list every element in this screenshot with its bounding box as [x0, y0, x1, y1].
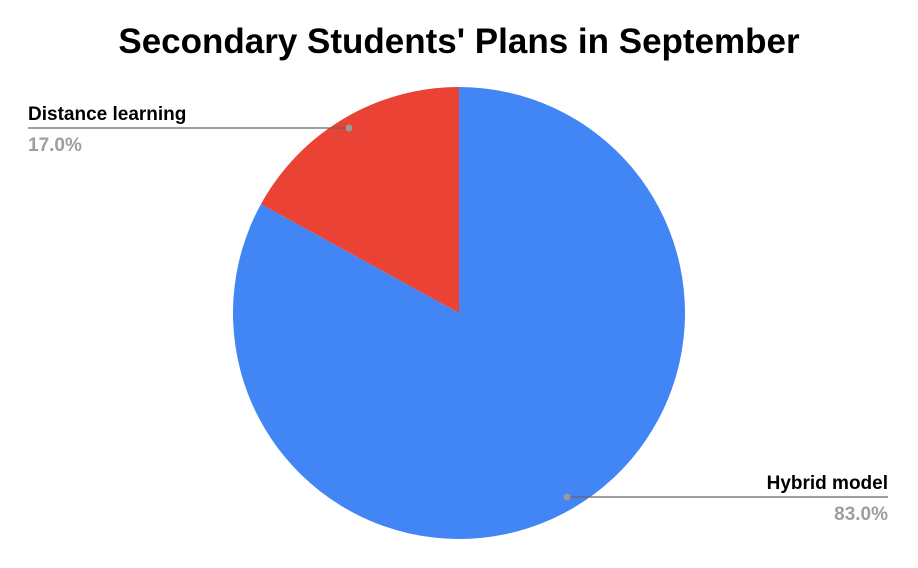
slice-label-distance-learning: Distance learning [28, 104, 186, 125]
slice-value-hybrid-model: 83.0% [834, 504, 888, 525]
chart-title: Secondary Students' Plans in September [118, 22, 800, 61]
pie-slice-distance-learning [260, 87, 459, 313]
slice-value-distance-learning: 17.0% [28, 135, 82, 156]
leader-dot-hybrid-model [563, 493, 571, 501]
pie-slice-hybrid-model [233, 87, 685, 540]
slice-label-hybrid-model: Hybrid model [767, 473, 888, 494]
leader-dot-distance-learning [345, 124, 353, 132]
